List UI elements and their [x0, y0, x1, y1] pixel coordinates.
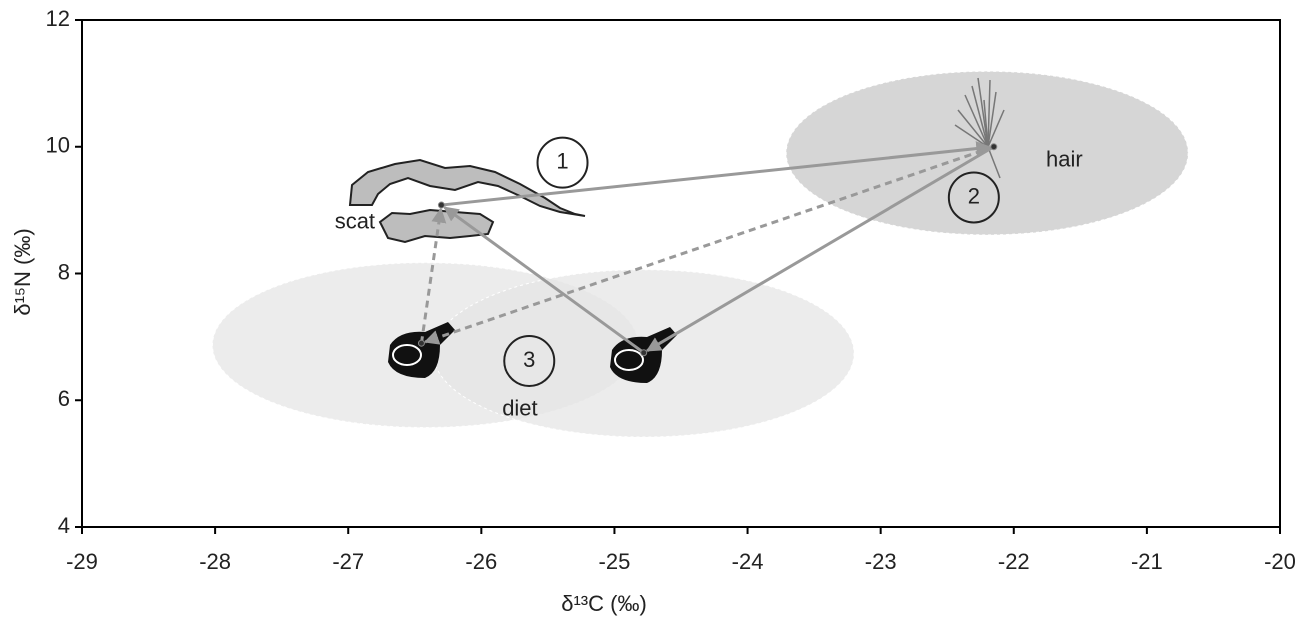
- y-axis-label: δ¹⁵N (‰): [10, 228, 35, 315]
- arrow: [443, 206, 645, 354]
- arrows: [419, 141, 995, 354]
- annotations: scat hair diet 1 2 3: [335, 136, 1083, 421]
- x-tick-label: -23: [865, 549, 897, 574]
- y-tick-label: 10: [46, 133, 70, 158]
- y-tick-label: 4: [58, 513, 70, 538]
- x-tick-label: -24: [732, 549, 764, 574]
- x-tick-label: -28: [199, 549, 231, 574]
- x-axis-label: δ¹³C (‰): [561, 591, 647, 616]
- x-tick-label: -25: [599, 549, 631, 574]
- annotation: hair: [1046, 147, 1083, 172]
- annotation: 2: [968, 183, 980, 208]
- x-tick-label: -27: [332, 549, 364, 574]
- number-circle: [503, 334, 556, 387]
- x-tick-label: -29: [66, 549, 98, 574]
- scat-icon: [348, 158, 586, 244]
- x-tick-label: -22: [998, 549, 1030, 574]
- points: [417, 143, 998, 357]
- x-tick-label: -20: [1264, 549, 1296, 574]
- point: [990, 143, 998, 151]
- number-circle: [947, 171, 1000, 224]
- annotation: 3: [523, 347, 535, 372]
- annotation: diet: [502, 396, 537, 421]
- arrow: [419, 207, 447, 344]
- arrow: [645, 145, 995, 352]
- point: [640, 349, 648, 357]
- point: [417, 339, 425, 347]
- annotation: 1: [556, 148, 568, 173]
- point: [437, 201, 445, 209]
- x-tick-label: -21: [1131, 549, 1163, 574]
- arrow: [441, 141, 992, 207]
- annotation: scat: [335, 209, 375, 234]
- x-tick-label: -26: [465, 549, 497, 574]
- ellipses: [211, 70, 1189, 438]
- y-tick-label: 6: [58, 386, 70, 411]
- arrow: [423, 145, 995, 345]
- number-circle: [536, 136, 589, 189]
- y-tick-label: 8: [58, 259, 70, 284]
- y-tick-label: 12: [46, 6, 70, 31]
